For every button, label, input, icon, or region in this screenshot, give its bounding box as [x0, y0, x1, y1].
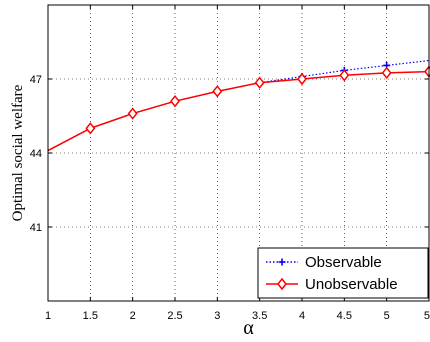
- data-point: [212, 85, 223, 98]
- y-tick-label: 44: [30, 148, 42, 160]
- data-point: [381, 66, 392, 80]
- series-line: [47, 70, 430, 152]
- legend: Observable Unobservable: [257, 247, 429, 299]
- y-tick-label: 47: [30, 74, 42, 86]
- legend-label: Unobservable: [305, 276, 398, 293]
- x-tick-label: 1.5: [83, 310, 98, 322]
- data-point: [85, 122, 96, 135]
- x-tick-label: 2: [130, 310, 136, 322]
- data-point: [339, 69, 350, 82]
- x-tick-label: 2.5: [167, 310, 182, 322]
- grid: [48, 5, 429, 301]
- data-point: [297, 72, 307, 86]
- data-point: [127, 107, 138, 120]
- x-tick-label: 5: [424, 310, 430, 322]
- ticks: 1 1.5 2 2.5 3 3.5 4 4.5 5 5 41 44 47: [30, 5, 430, 322]
- data-point: [170, 94, 180, 108]
- x-tick-label: 4: [299, 310, 305, 322]
- x-tick-label: 4.5: [337, 310, 352, 322]
- series-layer: [47, 59, 430, 152]
- x-axis-title: α: [243, 317, 254, 339]
- series-unobservable: [47, 65, 430, 152]
- x-tick-label: 3: [214, 310, 220, 322]
- data-point: [277, 277, 287, 291]
- data-point: [278, 258, 286, 266]
- legend-box: [257, 247, 429, 299]
- x-tick-label: 5: [384, 310, 390, 322]
- x-tick-label: 3.5: [252, 310, 267, 322]
- y-tick-label: 41: [30, 222, 42, 234]
- legend-label: Observable: [305, 254, 382, 271]
- data-point: [254, 76, 265, 89]
- x-tick-label: 1: [45, 310, 51, 322]
- y-axis-title: Optimal social welfare: [10, 84, 26, 221]
